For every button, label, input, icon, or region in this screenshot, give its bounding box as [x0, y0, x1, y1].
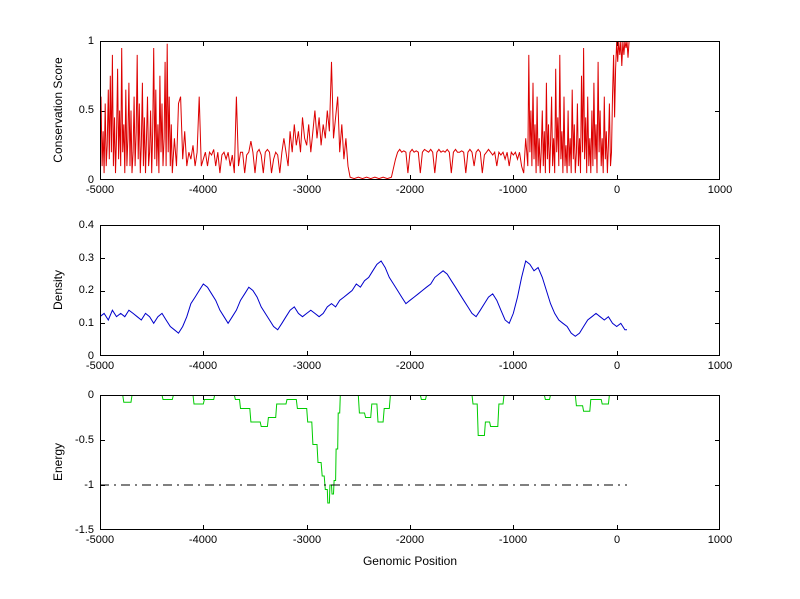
y-axis-label-energy: Energy	[51, 442, 65, 482]
conservation-xtick-0: 0	[613, 184, 621, 196]
density-ytick-02: 0.2	[78, 284, 94, 296]
conservation-xtick-m3000: -3000	[292, 184, 322, 196]
energy-ytick-m05: -0.5	[75, 434, 94, 446]
series-density	[99, 260, 627, 337]
conservation-plot	[99, 40, 721, 181]
conservation-xtick-m4000: -4000	[188, 184, 218, 196]
conservation-ytick-05: 0.5	[78, 104, 94, 116]
tick-marks	[100, 41, 721, 181]
density-xtick-0: 0	[613, 360, 621, 372]
energy-xtick-m1000: -1000	[498, 534, 528, 546]
energy-xtick-0: 0	[613, 534, 621, 546]
density-xtick-m5000: -5000	[85, 360, 115, 372]
density-ytick-0: 0	[87, 350, 94, 362]
series-conservation-score	[99, 40, 630, 180]
conservation-xtick-m1000: -1000	[498, 184, 528, 196]
conservation-ytick-1: 1	[87, 35, 94, 47]
conservation-ytick-0: 0	[87, 174, 94, 186]
density-ytick-04: 0.4	[78, 219, 94, 231]
energy-xtick-m2000: -2000	[395, 534, 425, 546]
conservation-xtick-1000: 1000	[707, 184, 733, 196]
plot-canvas-1	[99, 225, 721, 357]
energy-xtick-1000: 1000	[707, 534, 733, 546]
density-xtick-m4000: -4000	[188, 360, 218, 372]
plot-canvas-2	[100, 394, 721, 531]
tick-marks	[100, 395, 721, 531]
energy-plot	[100, 394, 721, 531]
density-xtick-m1000: -1000	[498, 360, 528, 372]
density-ytick-03: 0.3	[78, 252, 94, 264]
conservation-xtick-m2000: -2000	[395, 184, 425, 196]
energy-ytick-m1: -1	[84, 479, 94, 491]
plot-border	[100, 225, 720, 356]
series-energy	[100, 394, 627, 504]
density-xtick-m2000: -2000	[395, 360, 425, 372]
energy-xtick-m3000: -3000	[292, 534, 322, 546]
density-xtick-m3000: -3000	[292, 360, 322, 372]
plot-canvas-0	[99, 40, 721, 181]
tick-marks	[100, 225, 721, 357]
energy-xtick-m4000: -4000	[188, 534, 218, 546]
density-ytick-01: 0.1	[78, 317, 94, 329]
energy-xtick-m5000: -5000	[85, 534, 115, 546]
density-plot	[99, 225, 721, 357]
conservation-xtick-m5000: -5000	[85, 184, 115, 196]
density-xtick-1000: 1000	[707, 360, 733, 372]
x-axis-label: Genomic Position	[362, 554, 458, 568]
plot-border	[100, 395, 720, 530]
energy-ytick-m15: -1.5	[75, 524, 94, 536]
energy-ytick-0: 0	[87, 389, 94, 401]
plot-border	[100, 41, 720, 180]
